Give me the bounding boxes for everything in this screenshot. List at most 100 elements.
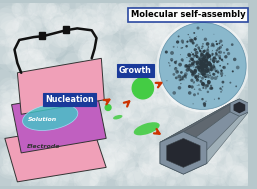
Circle shape xyxy=(198,84,200,86)
Circle shape xyxy=(121,73,133,86)
Circle shape xyxy=(200,72,204,75)
Circle shape xyxy=(26,91,43,109)
Circle shape xyxy=(209,64,212,67)
Circle shape xyxy=(199,75,212,88)
Circle shape xyxy=(203,102,206,106)
Circle shape xyxy=(190,57,192,60)
Circle shape xyxy=(193,159,208,174)
Circle shape xyxy=(224,20,246,43)
Circle shape xyxy=(205,76,207,78)
Circle shape xyxy=(180,79,182,81)
Circle shape xyxy=(14,83,34,103)
Circle shape xyxy=(209,67,212,70)
Circle shape xyxy=(195,54,197,57)
Circle shape xyxy=(134,164,157,186)
Circle shape xyxy=(35,48,56,69)
Circle shape xyxy=(27,1,42,16)
Circle shape xyxy=(196,63,198,65)
Circle shape xyxy=(38,38,49,49)
Circle shape xyxy=(186,88,205,107)
Circle shape xyxy=(196,60,199,64)
Circle shape xyxy=(39,122,50,133)
Circle shape xyxy=(89,163,123,189)
Circle shape xyxy=(219,71,225,77)
Circle shape xyxy=(143,27,154,37)
Circle shape xyxy=(57,26,72,41)
Circle shape xyxy=(146,36,179,70)
Circle shape xyxy=(16,64,30,77)
Circle shape xyxy=(118,141,137,160)
Circle shape xyxy=(194,89,195,90)
Circle shape xyxy=(179,3,192,16)
Circle shape xyxy=(209,63,210,65)
Circle shape xyxy=(203,72,205,74)
Circle shape xyxy=(114,1,143,30)
Circle shape xyxy=(50,25,56,31)
Circle shape xyxy=(193,66,195,68)
Circle shape xyxy=(201,18,219,35)
Circle shape xyxy=(141,164,153,176)
Circle shape xyxy=(95,111,113,128)
Circle shape xyxy=(219,50,222,54)
Circle shape xyxy=(200,76,201,77)
Circle shape xyxy=(64,14,72,22)
Circle shape xyxy=(203,105,231,133)
Circle shape xyxy=(67,85,93,111)
Circle shape xyxy=(59,53,88,81)
Circle shape xyxy=(53,21,61,29)
Circle shape xyxy=(182,70,200,88)
Circle shape xyxy=(216,60,217,61)
Circle shape xyxy=(0,145,28,179)
Circle shape xyxy=(185,38,215,67)
Circle shape xyxy=(199,68,227,95)
Circle shape xyxy=(55,25,64,34)
Circle shape xyxy=(167,122,191,147)
Circle shape xyxy=(94,100,105,111)
Circle shape xyxy=(203,69,207,73)
Circle shape xyxy=(149,67,161,79)
Circle shape xyxy=(209,74,211,77)
Circle shape xyxy=(194,61,195,63)
Circle shape xyxy=(224,148,257,181)
Circle shape xyxy=(25,158,54,187)
Circle shape xyxy=(207,68,210,71)
Circle shape xyxy=(0,114,16,130)
Circle shape xyxy=(222,95,232,106)
Circle shape xyxy=(197,78,198,80)
Circle shape xyxy=(204,61,206,64)
Circle shape xyxy=(206,56,216,67)
Circle shape xyxy=(18,51,46,78)
Circle shape xyxy=(87,22,113,48)
Circle shape xyxy=(201,65,203,67)
Circle shape xyxy=(11,90,29,108)
Circle shape xyxy=(178,135,203,160)
Circle shape xyxy=(24,58,58,91)
Circle shape xyxy=(111,10,136,35)
Circle shape xyxy=(205,125,231,151)
Circle shape xyxy=(201,65,204,67)
Circle shape xyxy=(224,55,227,58)
Circle shape xyxy=(200,58,204,62)
Circle shape xyxy=(201,67,203,68)
Circle shape xyxy=(204,76,205,77)
Circle shape xyxy=(200,71,202,73)
Circle shape xyxy=(14,107,27,120)
Circle shape xyxy=(189,168,209,188)
Circle shape xyxy=(196,78,199,82)
Circle shape xyxy=(119,20,153,54)
Circle shape xyxy=(188,64,191,67)
Circle shape xyxy=(174,13,205,44)
Circle shape xyxy=(203,70,204,71)
Circle shape xyxy=(100,160,116,176)
Circle shape xyxy=(214,99,215,100)
Circle shape xyxy=(159,2,189,31)
Circle shape xyxy=(192,72,195,75)
Circle shape xyxy=(194,69,197,72)
Circle shape xyxy=(109,72,123,86)
Circle shape xyxy=(201,64,204,67)
Circle shape xyxy=(228,8,253,33)
Circle shape xyxy=(201,65,204,67)
Circle shape xyxy=(166,169,199,189)
Circle shape xyxy=(193,60,196,63)
Circle shape xyxy=(11,110,38,138)
